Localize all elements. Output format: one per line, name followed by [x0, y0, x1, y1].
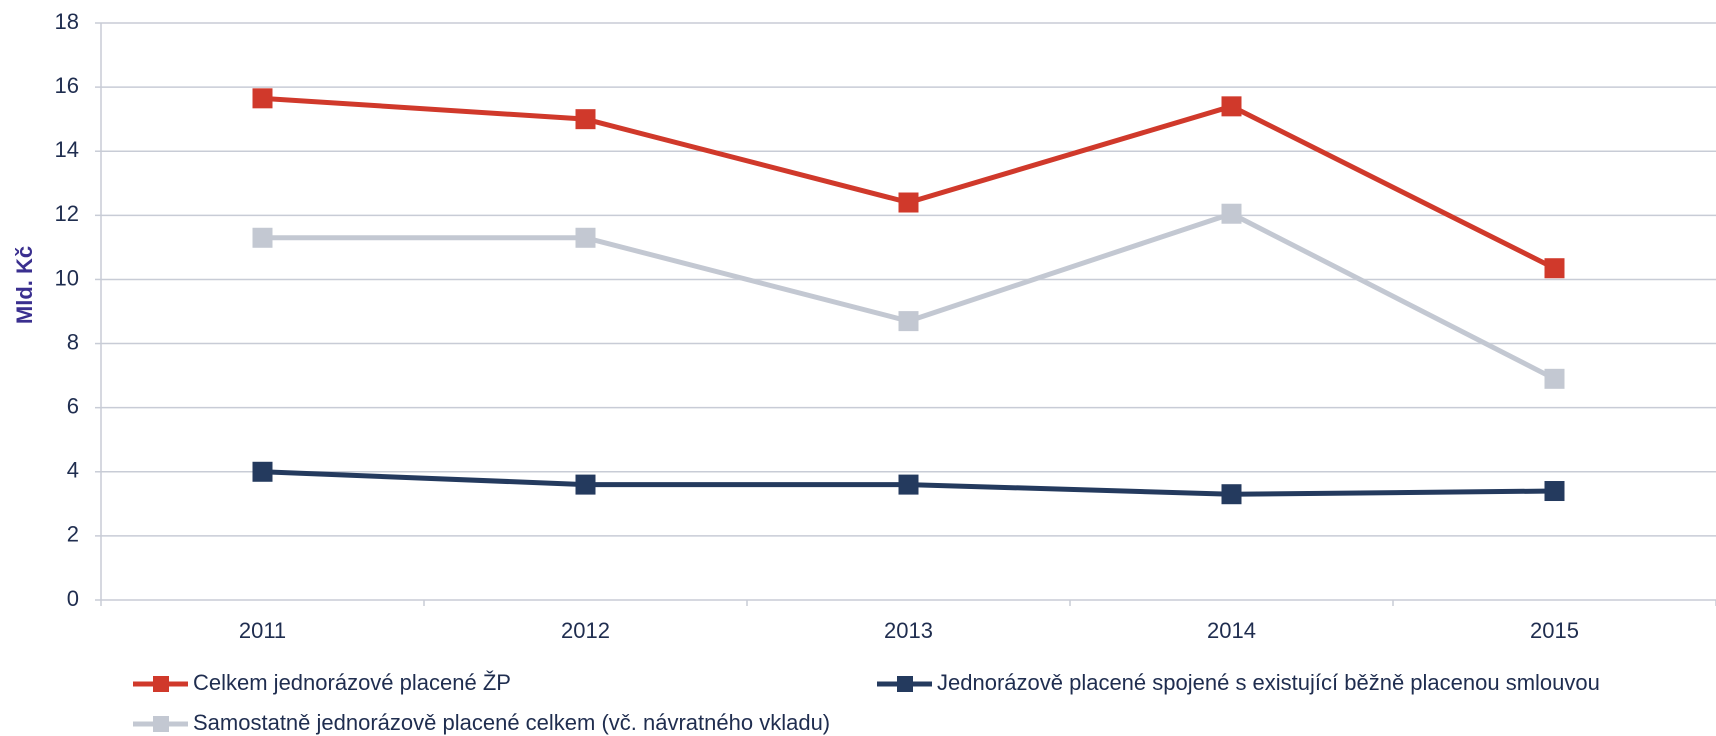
y-tick-label: 12 [55, 201, 79, 226]
marker [898, 311, 919, 332]
legend-label: Jednorázově placené spojené s existující… [937, 670, 1600, 695]
y-tick-label: 0 [67, 586, 79, 611]
x-tick-label: 2015 [1530, 618, 1579, 643]
x-tick-label: 2012 [561, 618, 610, 643]
series-line [262, 95, 1556, 271]
series-line [262, 211, 1556, 382]
marker [252, 88, 273, 109]
x-tick-label: 2013 [884, 618, 933, 643]
legend-label: Celkem jednorázové placené ŽP [193, 670, 511, 695]
y-tick-label: 4 [67, 458, 79, 483]
y-axis-title: Mld. Kč [12, 246, 37, 324]
marker [1221, 203, 1242, 224]
marker [575, 474, 596, 495]
marker [898, 474, 919, 495]
marker [1544, 258, 1565, 279]
y-tick-label: 8 [67, 329, 79, 354]
marker [1544, 481, 1565, 502]
marker [1221, 96, 1242, 117]
marker [1544, 368, 1565, 389]
y-tick-label: 16 [55, 73, 79, 98]
y-tick-label: 14 [55, 137, 79, 162]
x-tick-label: 2014 [1207, 618, 1256, 643]
y-tick-label: 2 [67, 522, 79, 547]
legend-marker [153, 676, 169, 692]
marker [898, 192, 919, 213]
marker [575, 109, 596, 130]
marker [575, 227, 596, 248]
legend-marker [153, 716, 169, 732]
marker [252, 461, 273, 482]
marker [1221, 484, 1242, 505]
y-tick-label: 10 [55, 265, 79, 290]
y-tick-label: 18 [55, 9, 79, 34]
x-tick-label: 2011 [239, 618, 286, 643]
marker [252, 227, 273, 248]
legend-marker [897, 676, 913, 692]
y-tick-label: 6 [67, 393, 79, 418]
legend-label: Samostatně jednorázově placené celkem (v… [193, 710, 830, 735]
